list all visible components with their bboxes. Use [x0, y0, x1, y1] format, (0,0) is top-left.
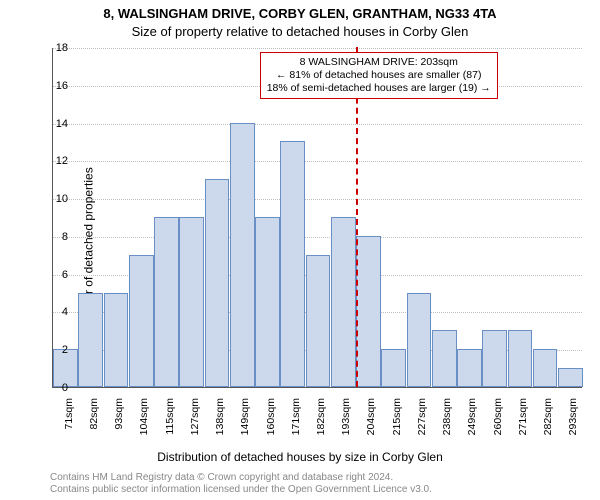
- bar: [533, 349, 558, 387]
- bar: [129, 255, 154, 387]
- y-tick-label: 10: [50, 193, 68, 205]
- annotation-line: ← 81% of detached houses are smaller (87…: [267, 69, 491, 82]
- y-tick-label: 0: [50, 382, 68, 394]
- y-tick-label: 18: [50, 42, 68, 54]
- y-tick-label: 2: [50, 344, 68, 356]
- x-tick-label: 104sqm: [138, 398, 150, 435]
- bar: [558, 368, 583, 387]
- x-tick-label: 204sqm: [365, 398, 377, 435]
- copyright-notice: Contains HM Land Registry data © Crown c…: [50, 472, 432, 496]
- x-tick-label: 182sqm: [315, 398, 327, 435]
- bar: [482, 330, 507, 387]
- x-tick-label: 71sqm: [63, 398, 75, 430]
- bar: [280, 141, 305, 387]
- x-tick-label: 282sqm: [542, 398, 554, 435]
- y-tick-label: 6: [50, 269, 68, 281]
- y-tick-label: 16: [50, 80, 68, 92]
- x-tick-label: 215sqm: [391, 398, 403, 435]
- x-tick-label: 238sqm: [441, 398, 453, 435]
- copyright-line1: Contains HM Land Registry data © Crown c…: [50, 472, 432, 484]
- chart-title-line1: 8, WALSINGHAM DRIVE, CORBY GLEN, GRANTHA…: [0, 6, 600, 21]
- y-tick-label: 12: [50, 155, 68, 167]
- x-tick-label: 160sqm: [265, 398, 277, 435]
- x-tick-label: 149sqm: [239, 398, 251, 435]
- bar: [331, 217, 356, 387]
- bar: [457, 349, 482, 387]
- gridline: [53, 199, 582, 200]
- bar: [104, 293, 129, 387]
- bar: [508, 330, 533, 387]
- x-tick-label: 260sqm: [492, 398, 504, 435]
- gridline: [53, 124, 582, 125]
- x-tick-label: 249sqm: [466, 398, 478, 435]
- bar: [205, 179, 230, 387]
- bar: [407, 293, 432, 387]
- x-tick-label: 171sqm: [290, 398, 302, 435]
- bar: [154, 217, 179, 387]
- bar: [356, 236, 381, 387]
- chart-title-line2: Size of property relative to detached ho…: [0, 24, 600, 39]
- gridline: [53, 237, 582, 238]
- bar: [432, 330, 457, 387]
- y-tick-label: 14: [50, 118, 68, 130]
- x-tick-label: 127sqm: [189, 398, 201, 435]
- bar: [179, 217, 204, 387]
- annotation-line: 8 WALSINGHAM DRIVE: 203sqm: [267, 56, 491, 69]
- x-tick-label: 271sqm: [517, 398, 529, 435]
- bar: [255, 217, 280, 387]
- x-tick-label: 115sqm: [164, 398, 176, 435]
- bar: [381, 349, 406, 387]
- x-tick-label: 93sqm: [113, 398, 125, 430]
- bar: [306, 255, 331, 387]
- gridline: [53, 48, 582, 49]
- plot-area: 8 WALSINGHAM DRIVE: 203sqm← 81% of detac…: [52, 48, 582, 388]
- x-axis-label: Distribution of detached houses by size …: [0, 450, 600, 464]
- x-tick-label: 82sqm: [88, 398, 100, 430]
- x-tick-label: 193sqm: [340, 398, 352, 435]
- bar: [230, 123, 255, 387]
- gridline: [53, 161, 582, 162]
- y-tick-label: 8: [50, 231, 68, 243]
- bar: [78, 293, 103, 387]
- annotation-line: 18% of semi-detached houses are larger (…: [267, 82, 491, 95]
- x-tick-label: 138sqm: [214, 398, 226, 435]
- x-tick-label: 227sqm: [416, 398, 428, 435]
- copyright-line2: Contains public sector information licen…: [50, 484, 432, 496]
- y-tick-label: 4: [50, 306, 68, 318]
- annotation-box: 8 WALSINGHAM DRIVE: 203sqm← 81% of detac…: [260, 52, 498, 99]
- x-tick-label: 293sqm: [567, 398, 579, 435]
